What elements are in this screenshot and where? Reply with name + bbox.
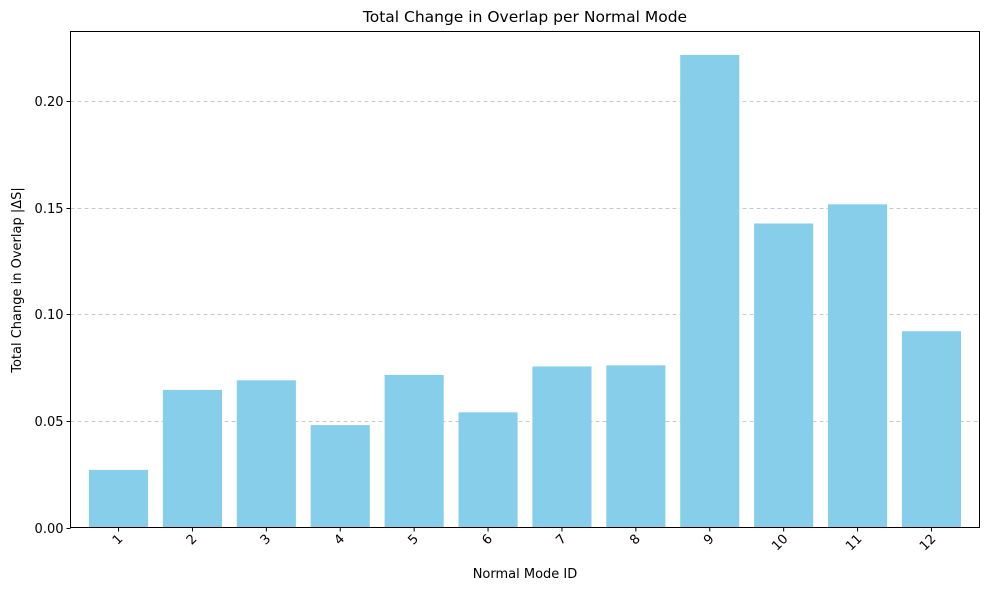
y-tick-label: 0.15 [35, 202, 64, 217]
y-tick-label: 0.10 [35, 308, 64, 323]
bar-mode-4 [310, 425, 370, 528]
bar-mode-9 [680, 54, 740, 528]
bar-mode-1 [88, 469, 149, 528]
bar-mode-11 [828, 204, 888, 528]
x-tick-label: 3 [258, 532, 274, 548]
x-tick-label: 6 [479, 532, 495, 548]
x-tick-label: 8 [627, 532, 643, 548]
bars [88, 54, 962, 528]
y-tick-label: 0.20 [35, 95, 64, 110]
bar-mode-12 [901, 331, 962, 528]
x-tick-label: 1 [110, 532, 126, 548]
y-tick-label: 0.05 [35, 415, 64, 430]
bar-mode-10 [754, 223, 814, 528]
x-tick-label: 7 [553, 532, 569, 548]
y-axis-ticks: 0.00 0.05 0.10 0.15 0.20 [35, 95, 71, 537]
x-tick-label: 11 [843, 532, 865, 554]
bar-mode-7 [532, 366, 592, 528]
x-tick-label: 4 [332, 532, 348, 548]
x-tick-label: 9 [701, 532, 717, 548]
x-tick-label: 12 [917, 532, 939, 554]
bar-mode-2 [162, 389, 222, 528]
x-tick-label: 5 [406, 532, 422, 548]
y-tick-label: 0.00 [35, 522, 64, 537]
x-tick-label: 10 [769, 532, 791, 554]
bar-mode-8 [606, 365, 666, 528]
bar-mode-3 [236, 380, 296, 528]
x-axis-ticks: 1 2 3 4 5 6 7 8 9 10 11 12 [110, 527, 939, 554]
y-axis-title: Total Change in Overlap |ΔS| [10, 187, 25, 374]
x-tick-label: 2 [184, 532, 200, 548]
chart-title: Total Change in Overlap per Normal Mode [362, 8, 687, 26]
bar-mode-5 [384, 374, 444, 528]
x-axis-title: Normal Mode ID [473, 567, 578, 582]
plot-frame [70, 31, 980, 528]
bar-mode-6 [458, 412, 518, 528]
